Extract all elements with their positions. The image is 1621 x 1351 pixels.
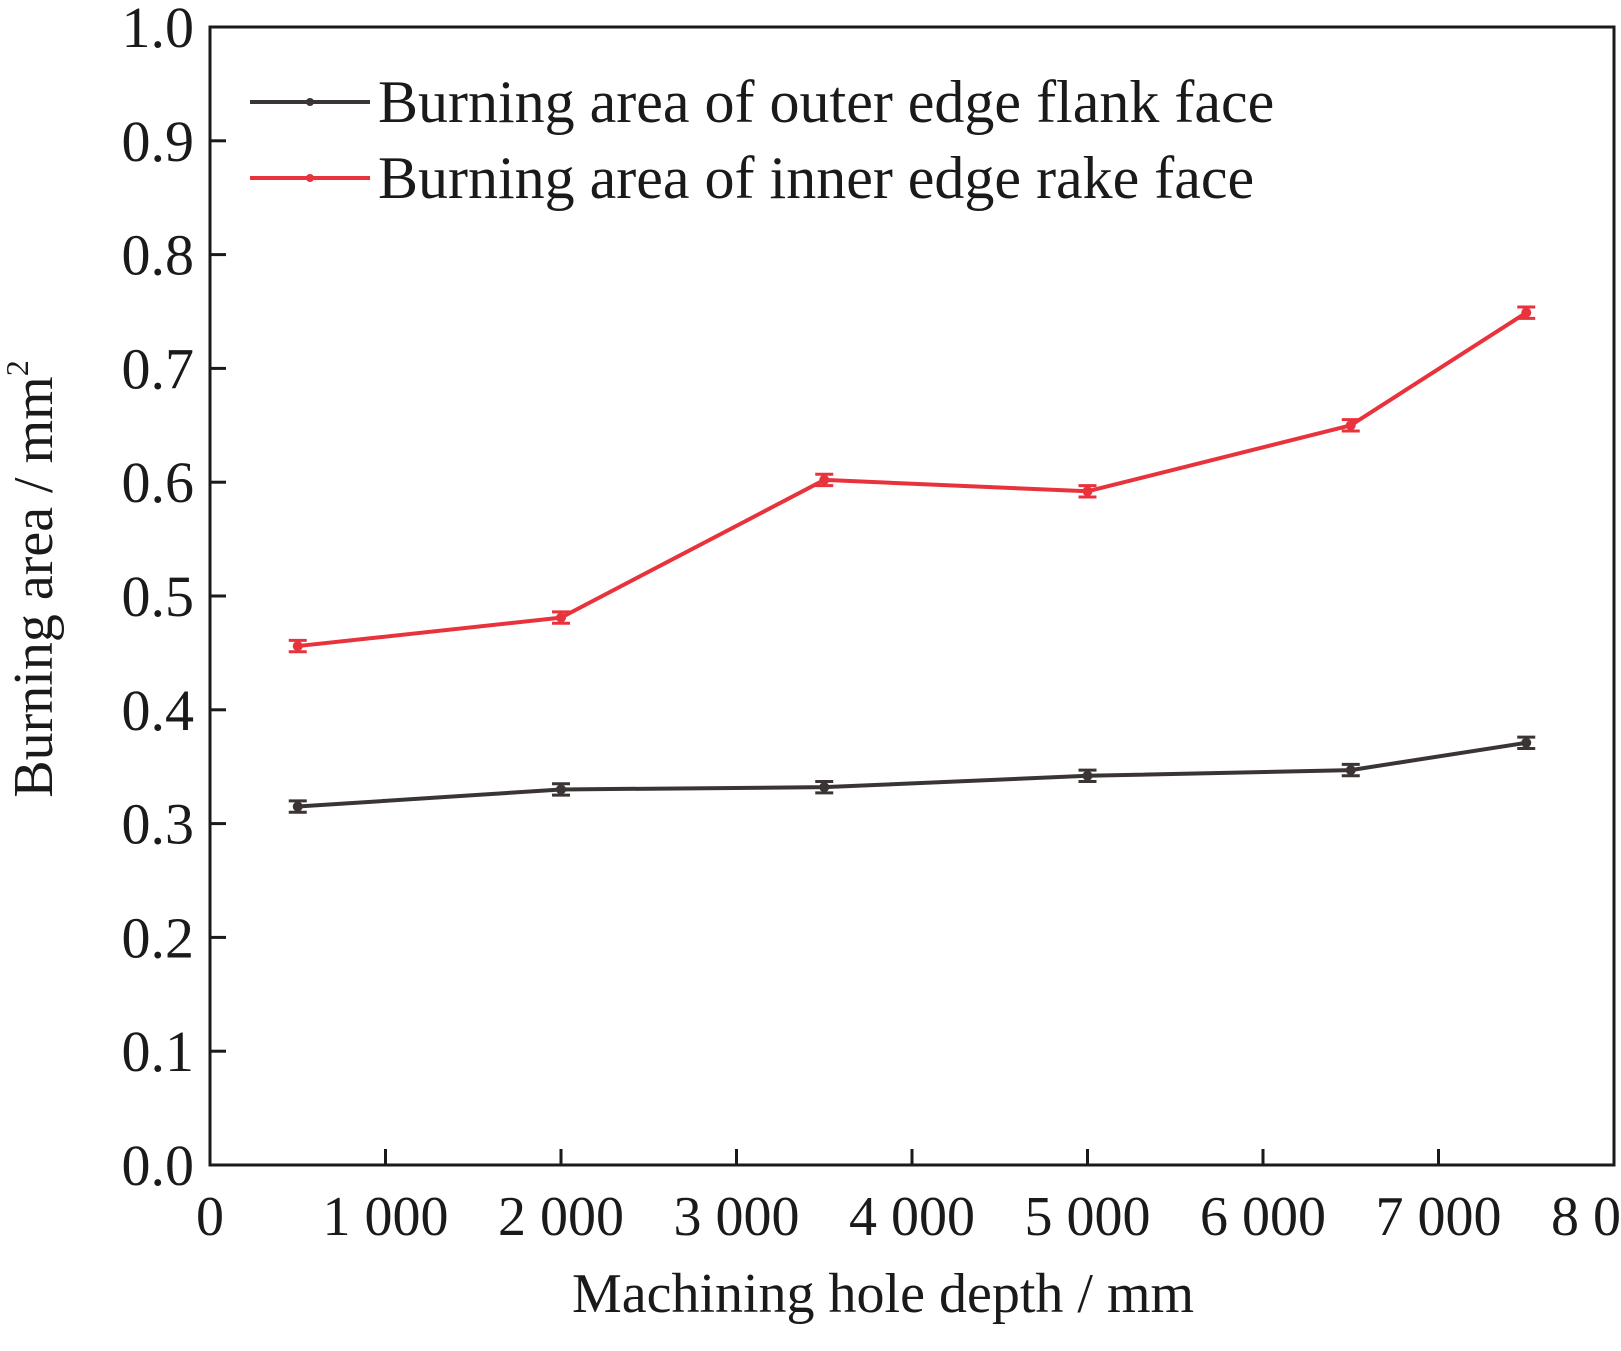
- y-tick-label: 1.0: [122, 0, 195, 60]
- x-tick-label: 1 000: [323, 1186, 449, 1248]
- legend: Burning area of outer edge flank face Bur…: [250, 69, 1274, 211]
- x-tick-label: 0: [196, 1186, 224, 1248]
- y-tick-label: 0.8: [122, 223, 195, 288]
- data-point: [1521, 738, 1531, 748]
- series-layer: [289, 307, 1536, 812]
- y-axis-title: Burning area / mm2: [0, 360, 65, 797]
- data-point: [293, 802, 303, 812]
- data-point: [1346, 765, 1356, 775]
- data-point: [1346, 420, 1356, 430]
- y-tick-label: 0.7: [122, 336, 195, 401]
- series-line: [298, 313, 1527, 646]
- data-point: [556, 613, 566, 623]
- y-axis-title-superscript: 2: [0, 360, 35, 376]
- y-tick-label: 0.4: [122, 678, 195, 743]
- x-tick-label: 6 000: [1200, 1186, 1326, 1248]
- series-group: [289, 307, 1536, 652]
- y-tick-label: 0.0: [122, 1133, 195, 1198]
- x-tick-label: 3 000: [674, 1186, 800, 1248]
- data-point: [1083, 486, 1093, 496]
- data-point: [819, 475, 829, 485]
- x-tick-label: 5 000: [1025, 1186, 1151, 1248]
- data-point: [819, 782, 829, 792]
- legend-marker: [306, 98, 314, 106]
- legend-marker: [306, 174, 314, 182]
- y-tick-label: 0.1: [122, 1019, 195, 1084]
- y-tick-label: 0.5: [122, 564, 195, 629]
- x-tick-label: 8 000: [1551, 1186, 1621, 1248]
- x-axis-title: Machining hole depth / mm: [572, 1263, 1194, 1325]
- x-tick-label: 4 000: [849, 1186, 975, 1248]
- data-point: [293, 641, 303, 651]
- x-tick-label: 2 000: [498, 1186, 624, 1248]
- y-tick-label: 0.3: [122, 792, 195, 857]
- y-tick-label: 0.6: [122, 450, 195, 515]
- y-axis-title-text: Burning area / mm: [3, 376, 65, 797]
- data-point: [556, 784, 566, 794]
- y-tick-label: 0.2: [122, 905, 195, 970]
- data-point: [1083, 771, 1093, 781]
- y-tick-label: 0.9: [122, 109, 195, 174]
- series-group: [289, 737, 1536, 812]
- data-point: [1521, 308, 1531, 318]
- legend-label: Burning area of outer edge flank face: [378, 69, 1274, 135]
- legend-label: Burning area of inner edge rake face: [378, 145, 1254, 211]
- x-tick-label: 7 000: [1376, 1186, 1502, 1248]
